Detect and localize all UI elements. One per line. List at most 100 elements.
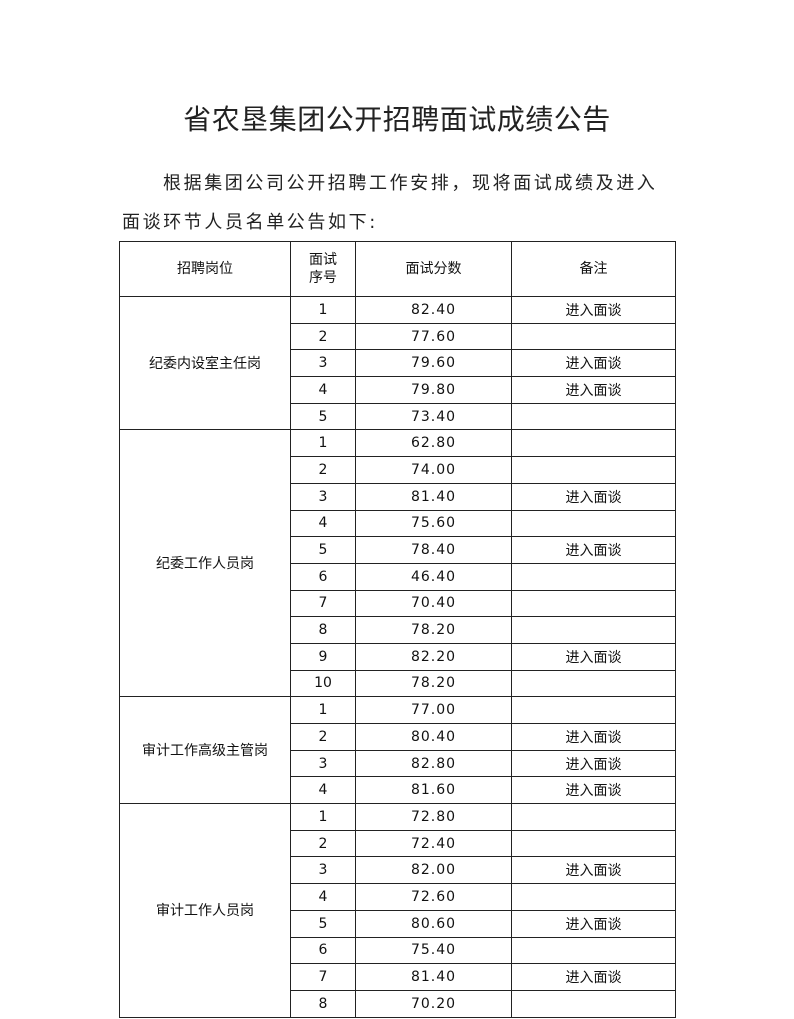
remark-cell: 进入面谈 [511,723,676,751]
remark-cell [511,696,676,724]
table-row: 6 75.40 [120,936,676,965]
score-cell: 77.60 [355,322,512,351]
remark-cell: 进入面谈 [511,642,676,671]
number-cell: 5 [290,402,356,431]
number-cell: 7 [290,589,356,618]
remark-cell [511,456,676,484]
score-cell: 78.40 [355,536,512,564]
number-cell: 6 [290,936,356,965]
remark-cell: 进入面谈 [511,776,676,805]
table-row: 审计工作高级主管岗 1 77.00 [119,696,676,805]
remark-cell [511,616,676,644]
remark-cell [511,589,676,618]
table-row: 10 78.20 [120,669,676,698]
score-cell: 72.40 [355,829,512,858]
remark-cell [511,509,676,538]
number-cell: 4 [290,509,356,538]
score-cell: 82.40 [355,296,512,324]
score-cell: 79.60 [355,349,512,378]
number-cell: 2 [290,723,356,751]
score-cell: 82.80 [355,749,512,778]
intro-paragraph-line-2: 面谈环节人员名单公告如下: [122,212,378,233]
score-cell: 82.00 [355,856,512,885]
remark-cell [511,669,676,698]
remark-cell [511,829,676,858]
number-cell: 4 [290,776,356,805]
score-cell: 75.60 [355,509,512,538]
table-row: 4 81.60 进入面谈 [120,776,676,805]
number-cell: 2 [290,322,356,351]
header-interview-score: 面试分数 [355,241,512,297]
number-cell: 4 [290,376,356,404]
table-row: 5 73.40 [120,402,676,431]
remark-cell: 进入面谈 [511,482,676,511]
table-row: 6 46.40 [120,562,676,591]
position-cell: 审计工作高级主管岗 [119,696,291,805]
table-row: 3 82.00 进入面谈 [120,856,676,885]
score-cell: 74.00 [355,456,512,484]
number-cell: 8 [290,989,356,1018]
number-cell: 1 [290,429,356,458]
score-cell: 81.40 [355,963,512,991]
position-cell: 纪委工作人员岗 [119,429,291,698]
remark-cell [511,322,676,351]
intro-paragraph-line-1: 根据集团公司公开招聘工作安排，现将面试成绩及进入 [163,173,658,194]
number-cell: 3 [290,749,356,778]
table-row: 2 74.00 [120,456,676,484]
table-row: 8 70.20 [120,989,676,1018]
remark-cell: 进入面谈 [511,536,676,564]
number-cell: 1 [290,696,356,724]
table-row: 7 81.40 进入面谈 [120,963,676,991]
table-row: 7 70.40 [120,589,676,618]
score-cell: 81.40 [355,482,512,511]
score-cell: 80.40 [355,723,512,751]
table-row: 8 78.20 [120,616,676,644]
header-remarks: 备注 [511,241,676,297]
header-interview-number: 面试 序号 [290,241,356,297]
table-row: 2 80.40 进入面谈 [120,723,676,751]
remark-cell [511,883,676,911]
table-row: 3 81.40 进入面谈 [120,482,676,511]
number-cell: 1 [290,296,356,324]
table-row: 3 79.60 进入面谈 [120,349,676,378]
remark-cell [511,989,676,1018]
number-cell: 4 [290,883,356,911]
remark-cell [511,429,676,458]
score-cell: 75.40 [355,936,512,965]
remark-cell [511,402,676,431]
score-cell: 80.60 [355,909,512,938]
score-cell: 73.40 [355,402,512,431]
number-cell: 10 [290,669,356,698]
number-cell: 2 [290,829,356,858]
score-cell: 72.60 [355,883,512,911]
score-cell: 81.60 [355,776,512,805]
table-header-row: 招聘岗位 面试 序号 面试分数 备注 [119,241,676,297]
score-cell: 70.40 [355,589,512,618]
table-row: 3 82.80 进入面谈 [120,749,676,778]
number-cell: 8 [290,616,356,644]
remark-cell: 进入面谈 [511,856,676,885]
table-row: 2 77.60 [120,322,676,351]
score-cell: 70.20 [355,989,512,1018]
position-cell: 审计工作人员岗 [119,803,291,1018]
remark-cell: 进入面谈 [511,296,676,324]
score-cell: 78.20 [355,669,512,698]
table-row: 5 78.40 进入面谈 [120,536,676,564]
number-cell: 3 [290,856,356,885]
remark-cell: 进入面谈 [511,749,676,778]
table-row: 5 80.60 进入面谈 [120,909,676,938]
remark-cell [511,936,676,965]
number-cell: 7 [290,963,356,991]
score-cell: 82.20 [355,642,512,671]
document-title: 省农垦集团公开招聘面试成绩公告 [183,103,611,136]
table-row: 纪委内设室主任岗 1 82.40 进入面谈 [119,295,676,431]
remark-cell: 进入面谈 [511,349,676,378]
table-row: 2 72.40 [120,829,676,858]
remark-cell: 进入面谈 [511,909,676,938]
remark-cell [511,803,676,831]
number-cell: 6 [290,562,356,591]
number-cell: 5 [290,536,356,564]
number-cell: 2 [290,456,356,484]
table-row: 4 75.60 [120,509,676,538]
table-row: 审计工作人员岗 1 72.80 [119,803,676,1018]
